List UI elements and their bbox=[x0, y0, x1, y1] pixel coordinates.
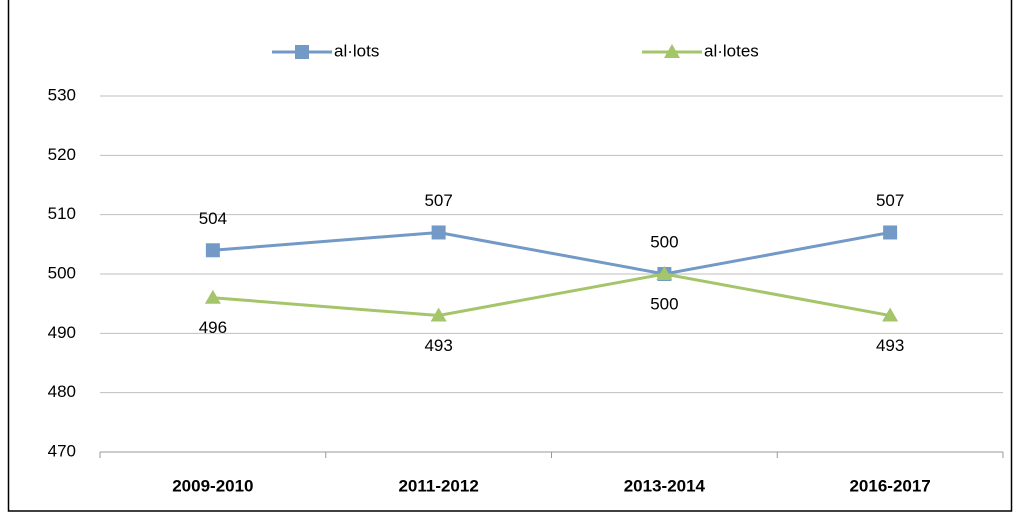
y-tick-label: 520 bbox=[48, 145, 76, 164]
legend-label: al·lotes bbox=[704, 41, 759, 60]
marker bbox=[205, 243, 220, 258]
marker bbox=[882, 307, 899, 322]
x-tick-label: 2013-2014 bbox=[624, 476, 706, 495]
data-label: 507 bbox=[424, 191, 452, 210]
marker bbox=[431, 225, 446, 240]
legend-marker bbox=[664, 44, 680, 58]
marker bbox=[430, 307, 447, 322]
y-tick-label: 480 bbox=[48, 382, 76, 401]
legend-label: al·lots bbox=[334, 41, 379, 60]
y-tick-label: 470 bbox=[48, 441, 76, 460]
marker bbox=[656, 266, 673, 280]
x-tick-label: 2016-2017 bbox=[849, 476, 930, 495]
line-series bbox=[212, 272, 891, 318]
y-tick-label: 490 bbox=[48, 323, 76, 342]
data-label: 500 bbox=[650, 232, 678, 251]
y-tick-label: 530 bbox=[48, 85, 76, 104]
data-label: 504 bbox=[199, 209, 227, 228]
data-label: 493 bbox=[876, 336, 904, 355]
chart-border bbox=[7, 0, 1013, 512]
legend-marker bbox=[295, 45, 309, 59]
line-series bbox=[212, 230, 891, 276]
y-tick-label: 500 bbox=[48, 263, 76, 282]
marker bbox=[883, 225, 898, 240]
data-label: 493 bbox=[424, 336, 452, 355]
y-tick-label: 510 bbox=[48, 204, 76, 223]
x-tick-label: 2011-2012 bbox=[398, 476, 478, 495]
data-label: 500 bbox=[650, 294, 678, 313]
x-tick-label: 2009-2010 bbox=[172, 476, 253, 495]
data-label: 507 bbox=[876, 191, 904, 210]
data-label: 496 bbox=[199, 318, 227, 337]
marker bbox=[204, 289, 221, 304]
